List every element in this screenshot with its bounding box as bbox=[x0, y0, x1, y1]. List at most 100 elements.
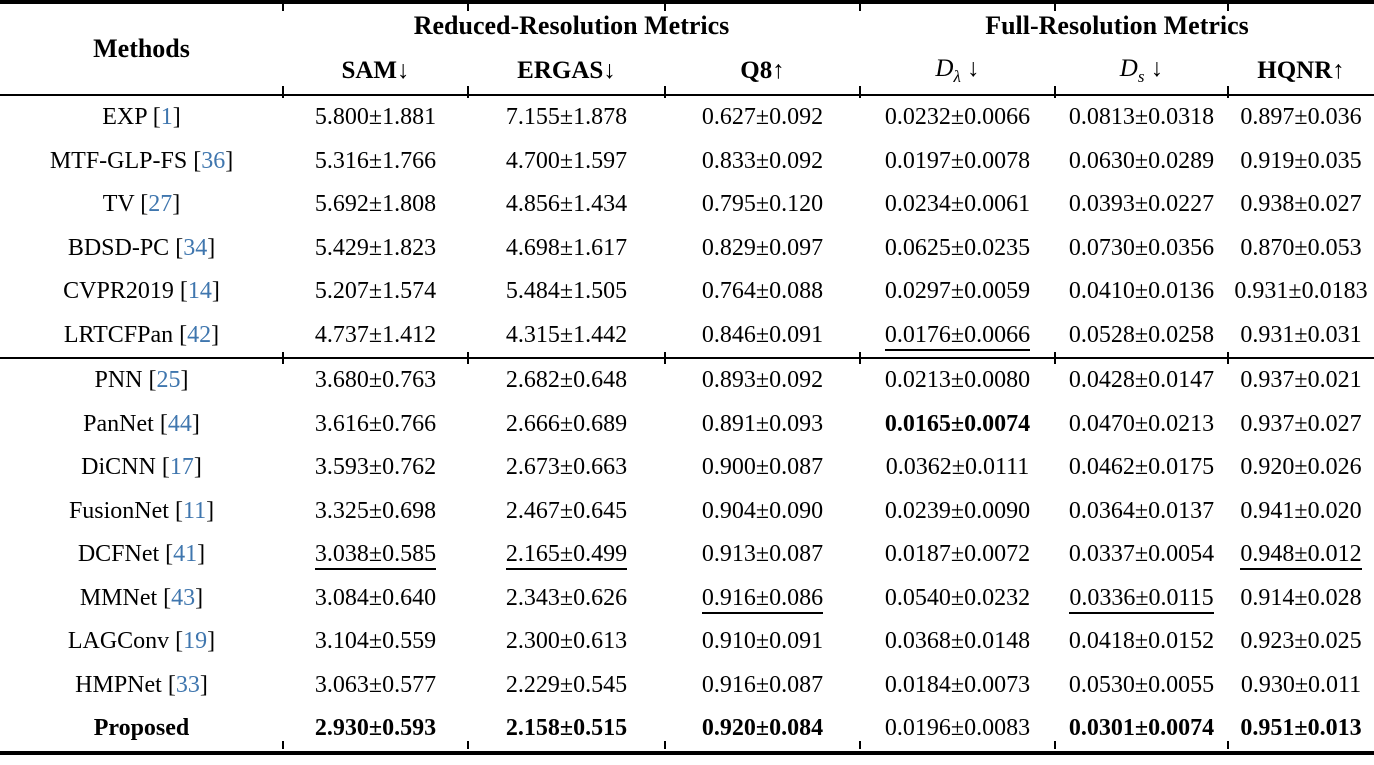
reduced-resolution-group-header: Reduced-Resolution Metrics bbox=[413, 11, 730, 40]
value-cell: 0.0418±0.0152 bbox=[1055, 620, 1228, 664]
value-cell: 0.941±0.020 bbox=[1228, 490, 1374, 534]
column-tick bbox=[467, 86, 469, 98]
value-cell: 0.0336±0.0115 bbox=[1055, 577, 1228, 621]
metric-value: 2.158±0.515 bbox=[505, 715, 628, 742]
citation-link[interactable]: 43 bbox=[171, 584, 196, 611]
value-cell: 4.700±1.597 bbox=[468, 140, 665, 184]
value-cell: 2.343±0.626 bbox=[468, 577, 665, 621]
table-header: Methods Reduced-Resolution Metrics Full-… bbox=[0, 2, 1374, 96]
metric-value: 3.038±0.585 bbox=[314, 541, 437, 571]
metric-value: 0.941±0.020 bbox=[1240, 497, 1362, 524]
citation-link[interactable]: 36 bbox=[201, 147, 226, 174]
value-cell: 0.951±0.013 bbox=[1228, 707, 1374, 753]
metric-value: 0.0196±0.0083 bbox=[884, 715, 1031, 742]
value-cell: 0.0630±0.0289 bbox=[1055, 140, 1228, 184]
full-resolution-group-header: Full-Resolution Metrics bbox=[985, 11, 1249, 40]
value-cell: 0.795±0.120 bbox=[665, 183, 860, 227]
metric-value: 0.0297±0.0059 bbox=[884, 278, 1031, 305]
metric-value: 0.893±0.092 bbox=[701, 367, 824, 394]
method-cell: MTF-GLP-FS [36] bbox=[49, 147, 234, 174]
method-name: DiCNN bbox=[81, 454, 156, 481]
value-cell: 0.764±0.088 bbox=[665, 270, 860, 314]
column-tick bbox=[859, 86, 861, 98]
metric-value: 3.063±0.577 bbox=[314, 671, 437, 698]
value-cell: 0.948±0.012 bbox=[1228, 533, 1374, 577]
citation-link[interactable]: 27 bbox=[148, 191, 173, 218]
value-cell: 0.0362±0.0111 bbox=[860, 446, 1055, 490]
citation-link[interactable]: 44 bbox=[167, 410, 192, 437]
column-tick bbox=[1054, 351, 1056, 364]
table-row: FusionNet [11] 3.325±0.698 2.467±0.645 0.90… bbox=[0, 490, 1374, 534]
value-cell: 2.930±0.593 bbox=[283, 707, 468, 753]
citation-link[interactable]: 41 bbox=[173, 541, 198, 568]
metric-value: 0.910±0.091 bbox=[701, 628, 824, 655]
metric-value: 0.764±0.088 bbox=[701, 278, 824, 305]
value-cell: 2.300±0.613 bbox=[468, 620, 665, 664]
metric-column-header-0: SAM↓ bbox=[283, 48, 468, 96]
method-cell: Proposed bbox=[0, 707, 283, 753]
column-tick bbox=[467, 351, 469, 364]
metric-value: 3.616±0.766 bbox=[314, 410, 437, 437]
value-cell: 0.0530±0.0055 bbox=[1055, 664, 1228, 708]
value-cell: 3.038±0.585 bbox=[283, 533, 468, 577]
metric-value: 0.833±0.092 bbox=[701, 147, 824, 174]
metric-value: 2.682±0.648 bbox=[505, 367, 628, 394]
metric-value: 3.325±0.698 bbox=[314, 497, 437, 524]
table-row: Proposed 2.930±0.593 2.158±0.515 0.920±0.08… bbox=[0, 707, 1374, 753]
citation-link[interactable]: 33 bbox=[175, 671, 200, 698]
metric-value: 0.0337±0.0054 bbox=[1068, 541, 1215, 568]
citation-link[interactable]: 19 bbox=[183, 628, 208, 655]
value-cell: 0.920±0.084 bbox=[665, 707, 860, 753]
method-cell: DCFNet [41] bbox=[77, 541, 206, 568]
metric-value: 0.900±0.087 bbox=[701, 454, 824, 481]
value-cell: 0.0337±0.0054 bbox=[1055, 533, 1228, 577]
value-cell: 0.0428±0.0147 bbox=[1055, 357, 1228, 403]
column-tick bbox=[664, 351, 666, 364]
column-tick bbox=[282, 86, 284, 98]
table-row: CVPR2019 [14] 5.207±1.574 5.484±1.505 0.764… bbox=[0, 270, 1374, 314]
value-cell: 0.938±0.027 bbox=[1228, 183, 1374, 227]
metric-value: 4.698±1.617 bbox=[505, 234, 628, 261]
value-cell: 3.593±0.762 bbox=[283, 446, 468, 490]
metric-value: 0.870±0.053 bbox=[1240, 234, 1362, 261]
citation-link[interactable]: 34 bbox=[183, 234, 208, 261]
citation-link[interactable]: 1 bbox=[160, 104, 173, 131]
table-row: LAGConv [19] 3.104±0.559 2.300±0.613 0.910±… bbox=[0, 620, 1374, 664]
method-name: LRTCFPan bbox=[63, 321, 174, 348]
value-cell: 2.673±0.663 bbox=[468, 446, 665, 490]
value-cell: 0.0462±0.0175 bbox=[1055, 446, 1228, 490]
value-cell: 3.104±0.559 bbox=[283, 620, 468, 664]
method-name: CVPR2019 bbox=[63, 278, 174, 305]
metric-value: 0.846±0.091 bbox=[701, 321, 824, 348]
column-tick bbox=[664, 741, 666, 749]
citation-link[interactable]: 25 bbox=[156, 367, 181, 394]
metric-value: 0.0187±0.0072 bbox=[884, 541, 1031, 568]
metric-value: 7.155±1.878 bbox=[505, 104, 628, 131]
table-row: PanNet [44] 3.616±0.766 2.666±0.689 0.891±0… bbox=[0, 403, 1374, 447]
metric-value: 0.0362±0.0111 bbox=[885, 454, 1030, 481]
value-cell: 5.316±1.766 bbox=[283, 140, 468, 184]
metric-value: 0.0336±0.0115 bbox=[1069, 584, 1214, 614]
method-name: MMNet bbox=[79, 584, 158, 611]
metric-value: 0.916±0.086 bbox=[701, 584, 824, 614]
value-cell: 3.325±0.698 bbox=[283, 490, 468, 534]
metric-value: 4.315±1.442 bbox=[505, 321, 628, 348]
metric-column-header-4: Ds ↓ bbox=[1055, 48, 1228, 96]
citation-link[interactable]: 17 bbox=[169, 454, 194, 481]
column-tick bbox=[467, 741, 469, 749]
citation-link[interactable]: 14 bbox=[187, 278, 212, 305]
value-cell: 0.0232±0.0066 bbox=[860, 95, 1055, 140]
metric-value: 0.0234±0.0061 bbox=[884, 191, 1031, 218]
table-row: EXP [1] 5.800±1.881 7.155±1.878 0.627±0.092… bbox=[0, 95, 1374, 140]
metric-value: 0.0232±0.0066 bbox=[884, 104, 1031, 131]
metric-value: 2.930±0.593 bbox=[314, 715, 437, 742]
metric-value: 0.0184±0.0073 bbox=[884, 671, 1031, 698]
metric-value: 2.666±0.689 bbox=[505, 410, 628, 437]
metric-math-symbol: Dλ bbox=[935, 55, 961, 86]
metric-value: 5.800±1.881 bbox=[314, 104, 437, 131]
table-row: MTF-GLP-FS [36] 5.316±1.766 4.700±1.597 0.8… bbox=[0, 140, 1374, 184]
citation-link[interactable]: 11 bbox=[182, 497, 207, 524]
citation-link[interactable]: 42 bbox=[187, 321, 212, 348]
value-cell: 0.910±0.091 bbox=[665, 620, 860, 664]
metric-value: 0.948±0.012 bbox=[1240, 541, 1362, 571]
